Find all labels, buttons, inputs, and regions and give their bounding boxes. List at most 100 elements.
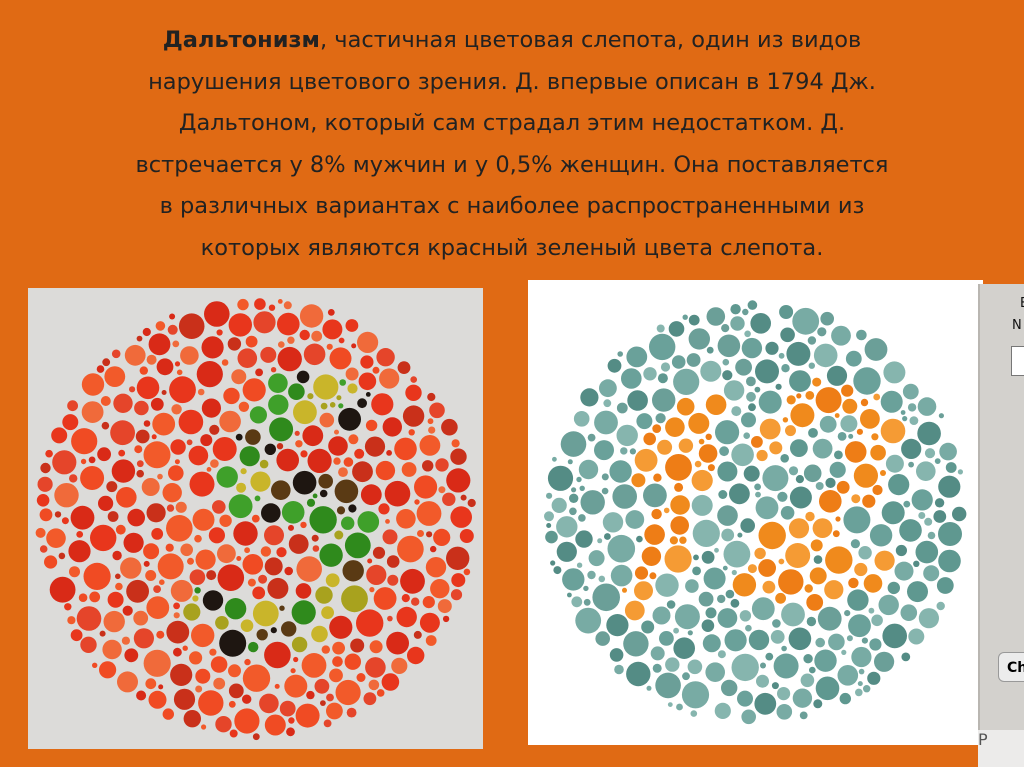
figure-dot bbox=[785, 425, 796, 437]
caption: Дальтонизм, частичная цветовая слепота, … bbox=[40, 20, 984, 269]
background-dot bbox=[562, 568, 585, 591]
background-dot bbox=[735, 358, 752, 376]
background-dot bbox=[741, 709, 756, 725]
background-dot bbox=[411, 597, 420, 606]
background-dot bbox=[259, 693, 279, 714]
background-dot bbox=[170, 579, 193, 602]
figure-dot bbox=[288, 383, 305, 400]
background-dot bbox=[180, 346, 199, 365]
background-dot bbox=[90, 524, 117, 552]
background-dot bbox=[346, 707, 357, 718]
figure-dot bbox=[778, 569, 804, 595]
figure-dot bbox=[860, 409, 880, 429]
background-dot bbox=[609, 648, 624, 662]
background-dot bbox=[180, 543, 193, 557]
background-dot bbox=[136, 376, 160, 400]
figure-dot bbox=[705, 433, 712, 440]
figure-dot bbox=[254, 495, 261, 502]
background-dot bbox=[643, 367, 657, 381]
background-dot bbox=[213, 677, 226, 690]
background-dot bbox=[311, 534, 319, 542]
background-dot bbox=[576, 476, 582, 483]
background-dot bbox=[67, 616, 76, 625]
background-dot bbox=[290, 668, 296, 674]
figure-dot bbox=[758, 521, 786, 550]
background-dot bbox=[551, 497, 567, 513]
background-dot bbox=[217, 544, 236, 564]
background-dot bbox=[620, 447, 628, 455]
background-dot bbox=[51, 427, 68, 444]
background-dot bbox=[885, 454, 904, 473]
background-dot bbox=[264, 557, 283, 576]
figure-dot bbox=[315, 586, 333, 604]
figure-dot bbox=[268, 394, 289, 415]
background-dot bbox=[206, 570, 217, 581]
background-dot bbox=[191, 623, 215, 648]
figure-dot bbox=[309, 506, 337, 534]
figure-dot bbox=[329, 402, 336, 408]
figure-dot bbox=[268, 373, 288, 393]
background-dot bbox=[808, 362, 815, 369]
background-dot bbox=[703, 567, 726, 590]
background-dot bbox=[560, 431, 587, 457]
background-dot bbox=[594, 440, 614, 461]
background-dot bbox=[276, 448, 299, 472]
background-dot bbox=[143, 420, 151, 427]
side-check-button[interactable]: Ch bbox=[998, 652, 1024, 682]
background-dot bbox=[850, 539, 860, 549]
background-dot bbox=[909, 416, 919, 425]
background-dot bbox=[396, 606, 417, 628]
background-dot bbox=[195, 685, 203, 693]
background-dot bbox=[118, 449, 126, 457]
background-dot bbox=[858, 546, 872, 560]
background-dot bbox=[911, 489, 933, 511]
background-dot bbox=[799, 711, 808, 720]
background-dot bbox=[731, 443, 754, 467]
background-dot bbox=[646, 685, 652, 691]
background-dot bbox=[40, 462, 51, 474]
background-dot bbox=[692, 519, 720, 547]
background-dot bbox=[430, 545, 437, 553]
caption-term: Дальтонизм bbox=[162, 27, 320, 53]
figure-dot bbox=[269, 417, 294, 442]
background-dot bbox=[682, 672, 690, 681]
background-dot bbox=[208, 527, 225, 544]
background-dot bbox=[365, 657, 386, 678]
background-dot bbox=[834, 450, 843, 460]
background-dot bbox=[702, 634, 721, 653]
figure-dot bbox=[880, 418, 906, 444]
background-dot bbox=[260, 346, 277, 363]
side-input-field[interactable] bbox=[1011, 346, 1024, 376]
background-dot bbox=[405, 384, 422, 401]
figure-dot bbox=[341, 585, 368, 613]
background-dot bbox=[450, 448, 467, 465]
background-dot bbox=[957, 469, 963, 475]
figure-dot bbox=[256, 629, 268, 641]
background-dot bbox=[627, 390, 648, 411]
background-dot bbox=[567, 459, 573, 465]
background-dot bbox=[102, 639, 122, 660]
background-dot bbox=[384, 480, 411, 507]
background-dot bbox=[252, 586, 266, 600]
background-dot bbox=[430, 579, 450, 599]
figure-dot bbox=[291, 636, 308, 653]
background-dot bbox=[924, 517, 933, 526]
background-dot bbox=[722, 358, 730, 366]
background-dot bbox=[136, 460, 144, 468]
background-dot bbox=[295, 583, 312, 599]
background-dot bbox=[815, 676, 840, 701]
background-dot bbox=[717, 650, 726, 659]
figure-dot bbox=[698, 444, 718, 463]
figure-dot bbox=[228, 494, 253, 519]
background-dot bbox=[277, 346, 302, 372]
background-dot bbox=[107, 591, 124, 608]
background-dot bbox=[99, 630, 106, 637]
right-image-panel bbox=[528, 280, 983, 745]
background-dot bbox=[158, 684, 164, 690]
background-dot bbox=[237, 298, 249, 311]
figure-dot bbox=[874, 550, 895, 571]
figure-dot bbox=[634, 581, 653, 601]
background-dot bbox=[278, 341, 285, 348]
background-dot bbox=[123, 532, 144, 553]
background-dot bbox=[153, 585, 161, 593]
